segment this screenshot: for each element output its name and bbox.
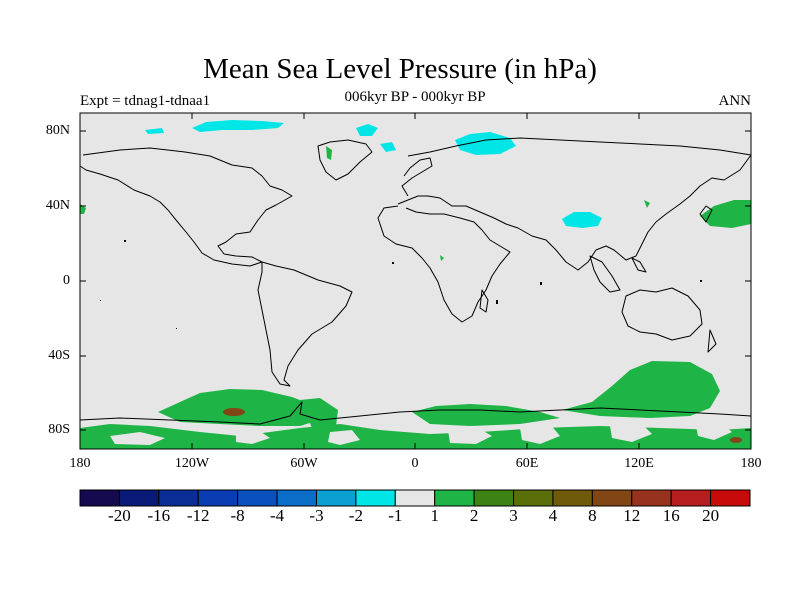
negative-anomaly-regions [145, 120, 602, 228]
map-subtitle: 006kyr BP - 000kyr BP [344, 89, 486, 105]
lat-tick-label: 0 [63, 273, 70, 288]
lat-tick-label: 40S [48, 348, 70, 363]
lon-tick-label: 180 [740, 456, 762, 471]
lat-tick-label: 80N [45, 123, 70, 138]
colorbar-label: 4 [548, 506, 558, 525]
colorbar-swatch [158, 489, 199, 507]
colorbar-label: -2 [348, 506, 363, 525]
colorbar-swatch [118, 489, 160, 507]
lat-tick-label: 40N [45, 198, 70, 213]
coastlines [79, 137, 752, 425]
islands [100, 240, 702, 329]
lat-tick-label: 80S [48, 422, 70, 437]
neutral-patches [110, 422, 732, 445]
colorbar-swatch [394, 489, 436, 507]
colorbar-label: -4 [270, 506, 285, 525]
lon-tick-label: 120W [174, 456, 210, 471]
colorbar-swatch [197, 489, 239, 507]
colorbar-label: 20 [702, 506, 720, 525]
colorbar-label: -1 [388, 506, 403, 525]
high-anomaly-spots [223, 408, 742, 443]
colorbar-swatch [670, 489, 712, 507]
lon-tick-label: 60E [515, 456, 539, 471]
colorbar-swatch [513, 489, 554, 507]
colorbar-label: -16 [147, 506, 171, 525]
colorbar-swatch [276, 489, 317, 507]
colorbar-swatch [434, 489, 475, 507]
colorbar [79, 489, 751, 507]
experiment-label: Expt = tdnag1-tdnaa1 [80, 93, 211, 109]
colorbar-swatch [591, 489, 633, 507]
lon-tick-label: 180 [69, 456, 91, 471]
colorbar-label: -8 [230, 506, 245, 525]
lon-tick-label: 60W [290, 456, 318, 471]
colorbar-label: -20 [108, 506, 131, 525]
season-label: ANN [718, 93, 752, 109]
colorbar-swatch [552, 489, 593, 507]
colorbar-label: 3 [509, 506, 518, 525]
colorbar-label: 8 [588, 506, 597, 525]
colorbar-label: 2 [469, 506, 479, 525]
colorbar-swatch [355, 489, 396, 507]
colorbar-swatch [473, 489, 515, 507]
colorbar-swatch [710, 489, 751, 507]
colorbar-label: 16 [662, 506, 680, 525]
colorbar-swatch [237, 489, 278, 507]
map-title: Mean Sea Level Pressure (in hPa) [203, 53, 597, 85]
colorbar-label: 1 [430, 506, 439, 525]
colorbar-swatch [631, 489, 672, 507]
axis-ticks [80, 113, 751, 449]
colorbar-label: 12 [623, 506, 641, 525]
colorbar-label: -3 [309, 506, 324, 525]
lon-tick-label: 120E [624, 456, 654, 471]
colorbar-swatch [315, 489, 357, 507]
colorbar-label: -12 [186, 506, 210, 525]
colorbar-swatch [79, 489, 120, 507]
lon-tick-label: 0 [411, 456, 419, 471]
